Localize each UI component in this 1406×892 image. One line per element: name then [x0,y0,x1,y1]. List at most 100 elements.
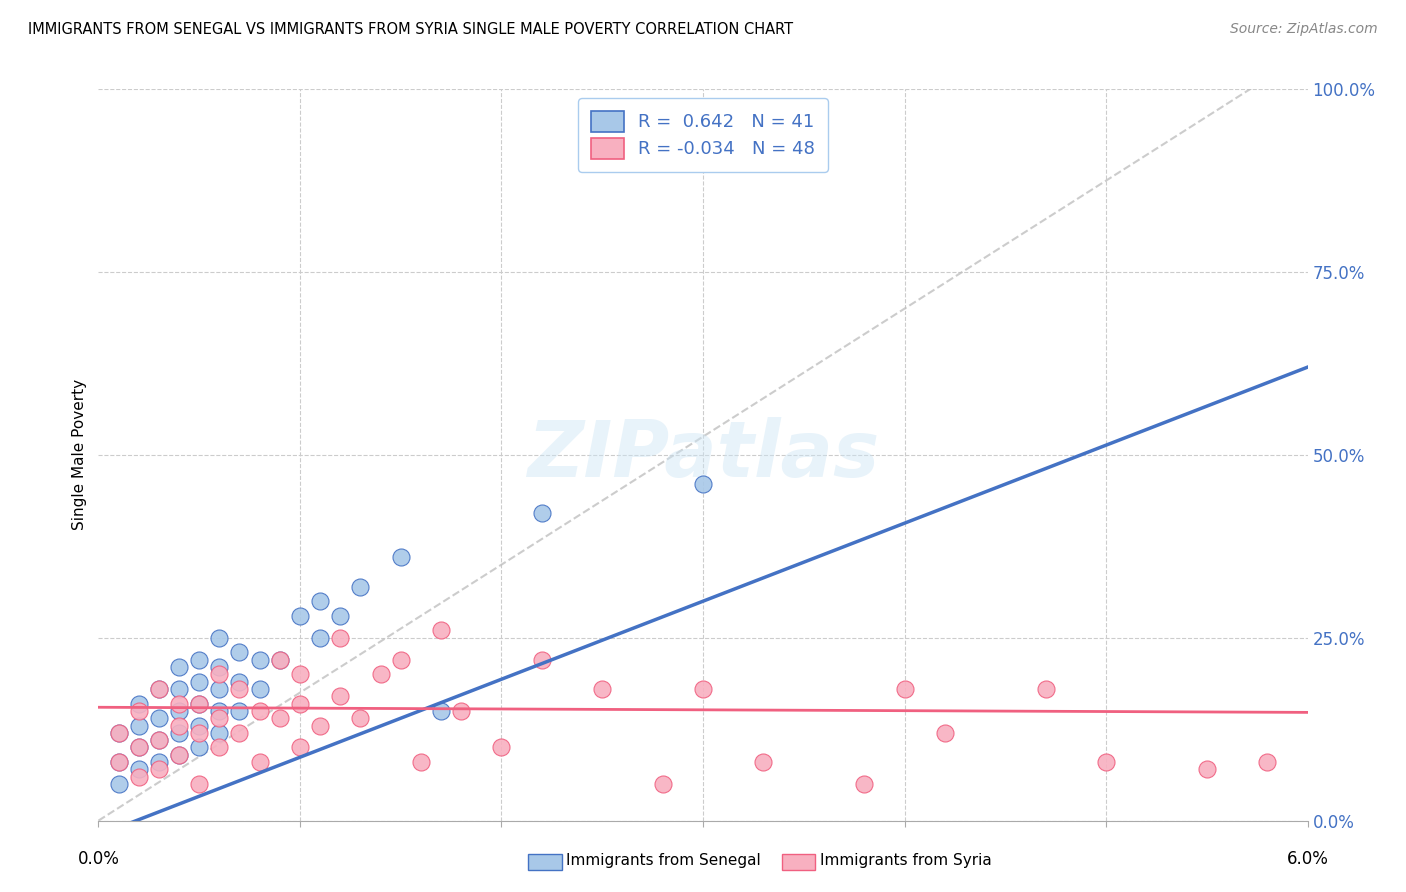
Text: 0.0%: 0.0% [77,850,120,868]
Point [128,740,150,755]
Point [208,631,231,645]
Point [148,763,170,777]
Point [148,681,170,696]
Point [288,608,311,623]
Point [167,697,190,711]
Point [309,631,332,645]
Point [309,718,332,732]
Point [167,660,190,674]
Point [107,726,129,740]
Point [288,697,311,711]
Point [309,594,332,608]
Point [148,733,170,747]
Point [208,660,231,674]
Point [349,580,371,594]
FancyBboxPatch shape [782,854,815,870]
Point [450,704,472,718]
Point [188,653,211,667]
Point [128,770,150,784]
Text: Source: ZipAtlas.com: Source: ZipAtlas.com [1230,22,1378,37]
Point [228,674,250,689]
Legend: R =  0.642   N = 41, R = -0.034   N = 48: R = 0.642 N = 41, R = -0.034 N = 48 [578,98,828,171]
Point [208,740,231,755]
Point [228,681,250,696]
Point [208,726,231,740]
Point [269,653,291,667]
Point [853,777,876,791]
Point [167,726,190,740]
Point [530,507,553,521]
Point [188,718,211,732]
Point [107,777,129,791]
Point [228,645,250,659]
Point [288,667,311,681]
Point [167,704,190,718]
Point [128,697,150,711]
Point [1095,755,1118,769]
Point [1195,763,1218,777]
Point [430,704,453,718]
Point [591,681,613,696]
Point [692,681,714,696]
Point [692,477,714,491]
Text: Immigrants from Senegal: Immigrants from Senegal [567,854,761,869]
Point [188,740,211,755]
Text: 6.0%: 6.0% [1286,850,1329,868]
Point [249,755,271,769]
Point [188,674,211,689]
Point [167,747,190,762]
Point [128,740,150,755]
Point [752,755,775,769]
Point [167,718,190,732]
Point [409,755,432,769]
Point [329,690,352,704]
Point [249,653,271,667]
Point [530,653,553,667]
Point [208,681,231,696]
Point [148,681,170,696]
Point [288,740,311,755]
Point [1035,681,1057,696]
Point [188,726,211,740]
Point [188,697,211,711]
Text: Immigrants from Syria: Immigrants from Syria [820,854,993,869]
Point [249,704,271,718]
Point [370,667,392,681]
Point [329,608,352,623]
Point [167,681,190,696]
Point [1256,755,1278,769]
Point [389,550,412,565]
Point [148,733,170,747]
Point [167,747,190,762]
Point [188,777,211,791]
Point [389,653,412,667]
Point [148,711,170,725]
Point [107,755,129,769]
Point [893,681,915,696]
Point [228,726,250,740]
Point [107,726,129,740]
Point [430,624,453,638]
Point [934,726,956,740]
Point [128,704,150,718]
Text: IMMIGRANTS FROM SENEGAL VS IMMIGRANTS FROM SYRIA SINGLE MALE POVERTY CORRELATION: IMMIGRANTS FROM SENEGAL VS IMMIGRANTS FR… [28,22,793,37]
Point [491,740,513,755]
Point [208,667,231,681]
Text: ZIPatlas: ZIPatlas [527,417,879,493]
Point [188,697,211,711]
Point [208,704,231,718]
Point [148,755,170,769]
Point [329,631,352,645]
Y-axis label: Single Male Poverty: Single Male Poverty [72,379,87,531]
Point [651,777,673,791]
Point [269,653,291,667]
FancyBboxPatch shape [527,854,561,870]
Point [269,711,291,725]
Point [228,704,250,718]
Point [107,755,129,769]
Point [349,711,371,725]
Point [128,718,150,732]
Point [208,711,231,725]
Point [128,763,150,777]
Point [249,681,271,696]
